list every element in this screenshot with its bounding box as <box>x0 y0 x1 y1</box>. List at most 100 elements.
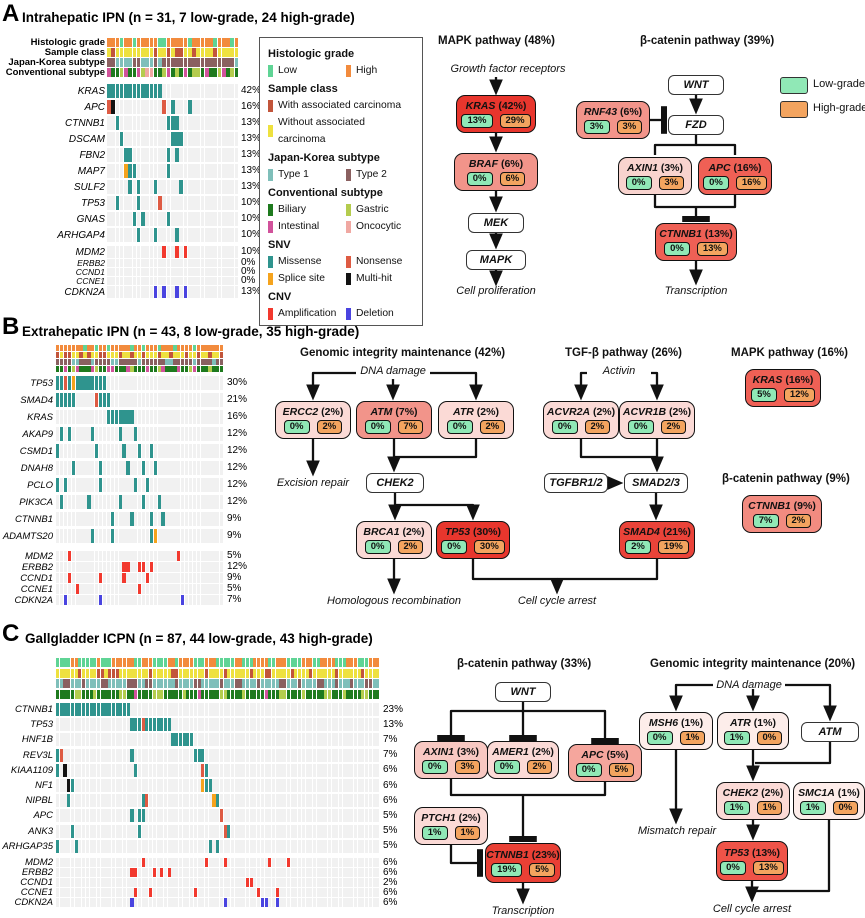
gene-row-percent: 13% <box>383 718 404 730</box>
oncoprint-cell <box>192 180 196 194</box>
oncoprint-cell <box>335 888 339 897</box>
oncoprint-cell <box>331 748 335 762</box>
oncoprint-cell <box>301 718 305 732</box>
pathway-title: β-catenin pathway (39%) <box>640 35 775 47</box>
oncoprint-cell <box>204 376 208 390</box>
oncoprint-cell <box>91 495 95 509</box>
gene-row-label: PIK3CA <box>19 496 53 508</box>
oncoprint-cell <box>124 100 128 114</box>
oncoprint-cell <box>82 868 86 877</box>
oncoprint-cell <box>294 718 298 732</box>
oncoprint-cell <box>346 839 350 853</box>
oncoprint-cell <box>335 878 339 887</box>
oncoprint-cell <box>169 410 173 424</box>
oncoprint-cell <box>171 703 175 716</box>
oncoprint-cell <box>204 286 209 298</box>
oncoprint-cell <box>108 668 112 678</box>
oncoprint-cell <box>221 148 226 162</box>
oncoprint-cell <box>324 763 328 777</box>
oncoprint-cell <box>368 794 372 808</box>
oncoprint-cell <box>342 668 346 678</box>
oncoprint-cell <box>167 748 171 762</box>
oncoprint-cell <box>152 689 156 699</box>
oncoprint-cell <box>342 748 346 762</box>
oncoprint-cell <box>87 595 91 605</box>
oncoprint-cell <box>173 376 177 390</box>
oncoprint-cell <box>286 763 290 777</box>
oncoprint-cell <box>85 703 89 716</box>
pathway-edge <box>471 559 564 595</box>
oncoprint-cell <box>128 180 132 194</box>
legend-section-header: Japan-Korea subtype <box>268 152 380 164</box>
oncoprint-cell <box>238 809 242 823</box>
oncoprint-cell <box>238 878 242 887</box>
oncoprint-cell <box>56 868 60 877</box>
oncoprint-cell <box>290 748 294 762</box>
oncoprint-cell <box>87 444 91 458</box>
oncoprint-cell <box>217 48 222 57</box>
oncoprint-cell <box>145 573 150 583</box>
oncoprint-cell <box>119 703 123 716</box>
oncoprint-cell <box>145 68 149 77</box>
oncoprint-cell <box>177 512 181 526</box>
oncoprint-cell <box>170 68 175 77</box>
oncoprint-cell <box>67 495 72 509</box>
oncoprint-cell <box>204 562 208 572</box>
oncoprint-cell <box>227 794 231 808</box>
low-grade-badge: 0% <box>551 420 578 434</box>
oncoprint-cell <box>173 359 177 365</box>
oncoprint-cell <box>253 779 257 792</box>
oncoprint-cell <box>75 562 79 572</box>
oncoprint-cell <box>126 839 130 853</box>
oncoprint-cell <box>249 779 253 792</box>
oncoprint-cell <box>316 703 320 716</box>
oncoprint-cell <box>145 164 149 178</box>
oncoprint-cell <box>134 393 138 407</box>
oncoprint-cell <box>309 689 313 699</box>
oncoprint-cell <box>123 658 127 667</box>
oncoprint-cell <box>145 58 149 67</box>
oncoprint-cell <box>275 794 279 808</box>
oncoprint-cell <box>175 164 179 178</box>
oncoprint-cell <box>130 345 134 351</box>
oncoprint-cell <box>275 658 279 667</box>
oncoprint-cell <box>213 228 218 242</box>
oncoprint-cell <box>305 748 309 762</box>
oncoprint-cell <box>213 180 218 194</box>
pathway-edge <box>395 503 480 521</box>
oncoprint-cell <box>294 898 298 907</box>
oncoprint-cell <box>238 858 242 867</box>
oncoprint-cell <box>100 868 104 877</box>
oncoprint-cell <box>67 461 72 475</box>
oncoprint-cell <box>350 668 354 678</box>
oncoprint-cell <box>290 794 294 808</box>
oncoprint-cell <box>182 878 186 887</box>
oncoprint-cell <box>145 48 149 57</box>
oncoprint-cell <box>226 48 230 57</box>
oncoprint-cell <box>309 839 313 853</box>
gene-row-label: APC <box>84 101 105 113</box>
oncoprint-cell <box>190 839 194 853</box>
oncoprint-cell <box>75 427 79 441</box>
oncoprint-cell <box>245 689 250 699</box>
oncoprint-cell <box>134 868 138 877</box>
gene-row-label: MDM2 <box>25 550 53 562</box>
oncoprint-cell <box>220 495 224 509</box>
oncoprint-cell <box>196 100 201 114</box>
oncoprint-cell <box>149 196 154 210</box>
oncoprint-cell <box>157 584 161 594</box>
oncoprint-cell <box>290 898 294 907</box>
oncoprint-cell <box>212 679 216 688</box>
oncoprint-cell <box>74 824 78 838</box>
oncoprint-C: CTNNB1 23% TP53 13% HNF1B 7% REV3L 7% KIAA1109 6%… <box>0 655 420 915</box>
oncoprint-cell <box>196 495 200 509</box>
oncoprint-cell <box>294 658 298 667</box>
oncoprint-cell <box>223 878 227 887</box>
oncoprint-cell <box>149 268 154 276</box>
oncoprint-cell <box>327 898 331 907</box>
oncoprint-cell <box>361 809 365 823</box>
oncoprint-cell <box>91 376 95 390</box>
oncoprint-cell <box>83 352 87 358</box>
oncoprint-cell <box>104 703 108 716</box>
oncoprint-cell <box>253 809 257 823</box>
